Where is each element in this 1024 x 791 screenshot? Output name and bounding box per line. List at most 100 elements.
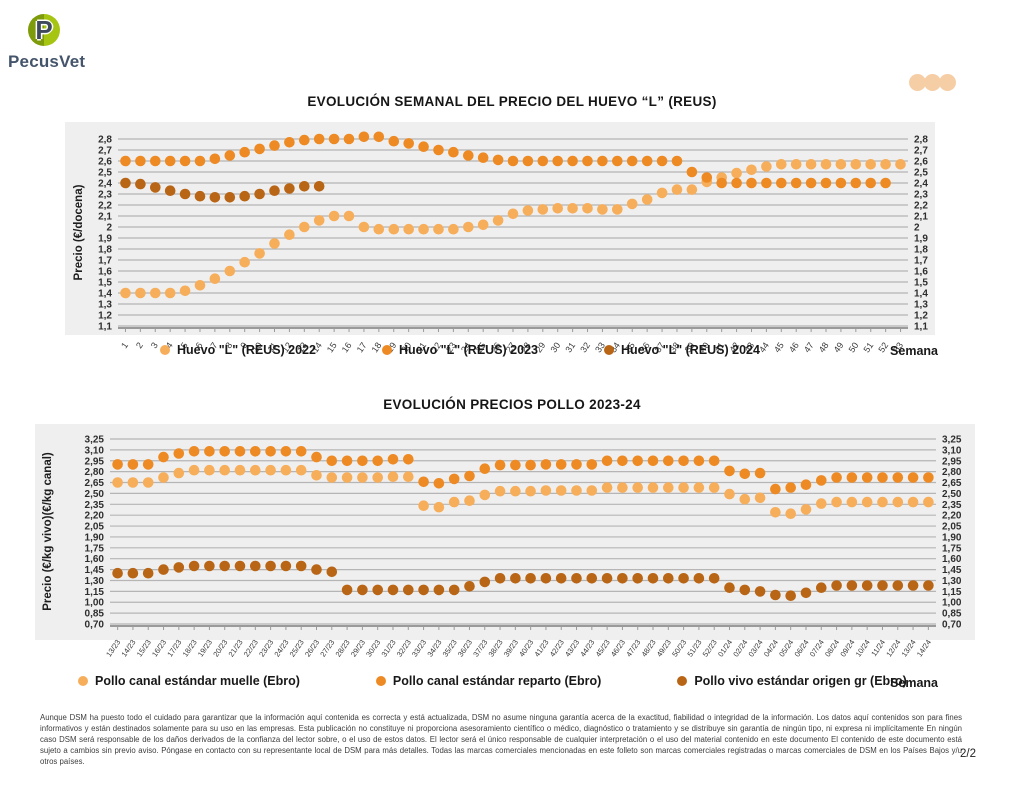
data-point bbox=[418, 223, 429, 235]
y-tick-label: 2,65 bbox=[85, 478, 105, 489]
data-point bbox=[601, 482, 613, 493]
data-point bbox=[656, 155, 668, 167]
data-point bbox=[209, 192, 221, 203]
data-point bbox=[597, 204, 608, 215]
chicken-price-chart: 3,25 3,25 3,10 3,10 2,95 2,95 2,80 2,80 2,65 2,65… bbox=[35, 424, 975, 701]
data-point bbox=[678, 455, 689, 467]
data-point bbox=[135, 178, 146, 190]
data-point bbox=[632, 455, 643, 467]
x-tick-label: 37/23 bbox=[471, 638, 489, 659]
data-point bbox=[120, 287, 131, 299]
legend-dot-icon bbox=[375, 676, 386, 686]
chart-canvas: 3,25 3,253,10 3,102,95 2,952,80 2,802,65 2,65… bbox=[35, 424, 975, 659]
data-point bbox=[846, 496, 858, 508]
x-tick-label: 28 bbox=[519, 340, 533, 354]
data-point bbox=[328, 210, 340, 222]
pecusvet-logo-icon: P bbox=[28, 14, 60, 46]
data-point bbox=[507, 208, 519, 220]
data-point bbox=[388, 223, 400, 235]
data-point bbox=[284, 183, 295, 194]
data-point bbox=[135, 287, 146, 299]
data-point bbox=[571, 573, 582, 584]
data-point bbox=[150, 287, 161, 299]
y-tick-label: 0,85 bbox=[942, 609, 962, 620]
data-point bbox=[494, 485, 506, 497]
x-tick-label: 06/24 bbox=[792, 638, 810, 659]
data-point bbox=[586, 485, 598, 496]
data-point bbox=[816, 582, 827, 593]
data-point bbox=[120, 155, 131, 167]
x-tick-label: 38/23 bbox=[487, 638, 505, 659]
y-tick-label: 1,1 bbox=[914, 322, 928, 333]
data-point bbox=[448, 146, 459, 158]
y-tick-label: 2,6 bbox=[98, 157, 112, 168]
x-tick-label: 17 bbox=[355, 340, 369, 354]
y-tick-label: 2,50 bbox=[85, 489, 105, 500]
data-point bbox=[612, 204, 623, 215]
y-tick-label: 1,2 bbox=[98, 311, 112, 322]
data-point bbox=[295, 464, 307, 476]
data-point bbox=[831, 472, 842, 483]
data-point bbox=[188, 560, 200, 572]
x-tick-label: 17/23 bbox=[165, 638, 183, 659]
data-point bbox=[112, 459, 123, 470]
data-point bbox=[525, 459, 536, 471]
data-point bbox=[785, 590, 796, 601]
data-point bbox=[209, 273, 221, 284]
data-point bbox=[388, 135, 400, 147]
x-tick-label: 6 bbox=[194, 340, 205, 350]
data-point bbox=[754, 586, 766, 597]
data-point bbox=[209, 153, 221, 165]
data-point bbox=[112, 567, 123, 579]
x-tick-label: 49 bbox=[832, 340, 846, 354]
x-tick-label: 34/23 bbox=[425, 638, 443, 659]
y-tick-label: 2,2 bbox=[914, 201, 928, 212]
data-point bbox=[861, 472, 873, 483]
data-point bbox=[907, 580, 919, 591]
x-tick-label: 03/24 bbox=[747, 638, 765, 659]
data-point bbox=[326, 566, 338, 578]
y-tick-label: 1,45 bbox=[942, 565, 962, 576]
x-tick-label: 49/23 bbox=[655, 638, 673, 659]
legend-label: Huevo "L" (REUS) 2023 bbox=[399, 343, 538, 357]
data-point bbox=[835, 177, 847, 189]
data-point bbox=[341, 472, 353, 483]
data-point bbox=[464, 470, 475, 482]
data-point bbox=[647, 482, 659, 493]
y-tick-label: 2,1 bbox=[98, 212, 112, 223]
x-tick-label: 21/23 bbox=[227, 638, 245, 659]
x-tick-label: 52/23 bbox=[701, 638, 719, 659]
x-tick-label: 45/23 bbox=[594, 638, 612, 659]
data-point bbox=[328, 133, 340, 145]
legend-item: Huevo "L" (REUS) 2022 bbox=[160, 343, 316, 357]
data-point bbox=[372, 455, 384, 467]
x-tick-label: 30/23 bbox=[364, 638, 382, 659]
x-tick-label: 33 bbox=[593, 340, 607, 354]
x-tick-label: 5 bbox=[179, 340, 190, 350]
x-tick-label: 44/23 bbox=[578, 638, 596, 659]
data-point bbox=[820, 159, 832, 170]
x-tick-label: 40 bbox=[697, 340, 711, 354]
x-tick-label: 21 bbox=[414, 340, 428, 354]
y-tick-label: 2,35 bbox=[942, 500, 962, 511]
data-point bbox=[194, 190, 206, 202]
data-point bbox=[540, 485, 552, 496]
x-tick-label: 51/23 bbox=[685, 638, 703, 659]
logo-wordmark: PecusVet bbox=[8, 52, 86, 71]
data-point bbox=[448, 496, 460, 508]
data-point bbox=[754, 467, 766, 479]
data-point bbox=[492, 154, 504, 166]
data-point bbox=[142, 459, 154, 470]
data-point bbox=[326, 455, 338, 467]
data-point bbox=[239, 146, 250, 158]
data-point bbox=[250, 560, 261, 572]
egg-price-chart: 2,8 2,8 2,7 2,7 2,6 2,6 2,5 2,5 2,4 2,4 2,3 2,3 2,2 2… bbox=[65, 122, 935, 377]
y-tick-label: 2,6 bbox=[914, 157, 928, 168]
x-tick-label: 36/23 bbox=[456, 638, 474, 659]
data-point bbox=[204, 446, 215, 457]
data-point bbox=[373, 131, 385, 143]
data-point bbox=[179, 188, 191, 200]
data-point bbox=[433, 144, 444, 156]
y-tick-label: 1,5 bbox=[914, 278, 928, 289]
data-point bbox=[357, 584, 368, 596]
